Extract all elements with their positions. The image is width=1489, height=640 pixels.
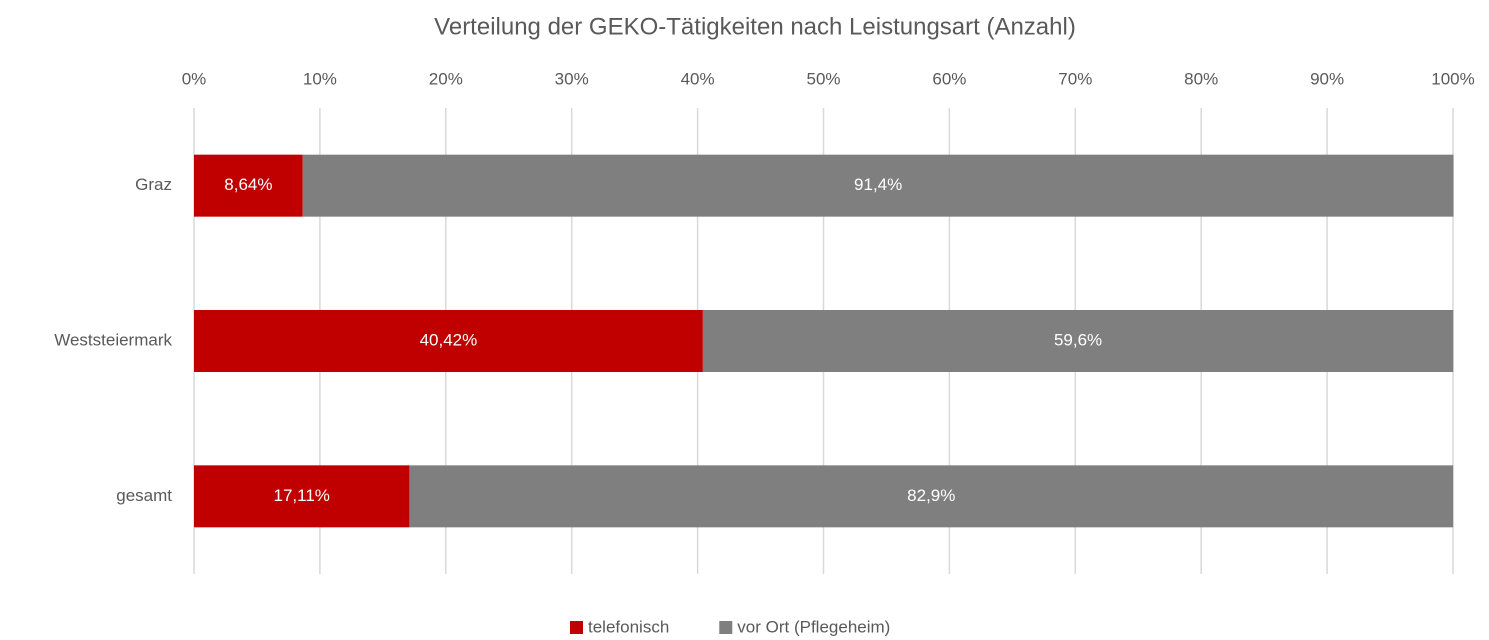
x-tick-label: 20% — [429, 69, 463, 88]
x-tick-label: 50% — [806, 69, 840, 88]
data-label: 82,9% — [907, 486, 955, 505]
x-tick-label: 80% — [1184, 69, 1218, 88]
y-tick-label: gesamt — [116, 486, 172, 505]
bar-segment — [194, 465, 410, 528]
x-tick-label: 40% — [681, 69, 715, 88]
bar-segment — [409, 465, 1454, 528]
legend-label: vor Ort (Pflegeheim) — [737, 617, 890, 636]
x-tick-label: 60% — [932, 69, 966, 88]
data-label: 91,4% — [854, 175, 902, 194]
legend-swatch — [719, 621, 733, 634]
x-tick-label: 30% — [555, 69, 589, 88]
bar-segment — [194, 310, 703, 372]
x-tick-label: 100% — [1431, 69, 1474, 88]
legend-swatch — [570, 621, 583, 634]
bar-segment — [194, 154, 303, 217]
bar-segment — [302, 154, 1454, 217]
legend-label: telefonisch — [588, 617, 669, 636]
data-label: 8,64% — [224, 175, 272, 194]
x-tick-label: 0% — [182, 69, 207, 88]
x-tick-label: 90% — [1310, 69, 1344, 88]
data-label: 17,11% — [274, 486, 330, 505]
y-tick-label: Weststeiermark — [54, 330, 172, 349]
data-label: 59,6% — [1054, 330, 1102, 349]
bar-segment — [702, 310, 1454, 372]
data-label: 40,42% — [420, 330, 478, 349]
x-tick-label: 70% — [1058, 69, 1092, 88]
chart-title: Verteilung der GEKO-Tätigkeiten nach Lei… — [434, 13, 1076, 40]
y-tick-label: Graz — [135, 175, 172, 194]
x-tick-label: 10% — [303, 69, 337, 88]
